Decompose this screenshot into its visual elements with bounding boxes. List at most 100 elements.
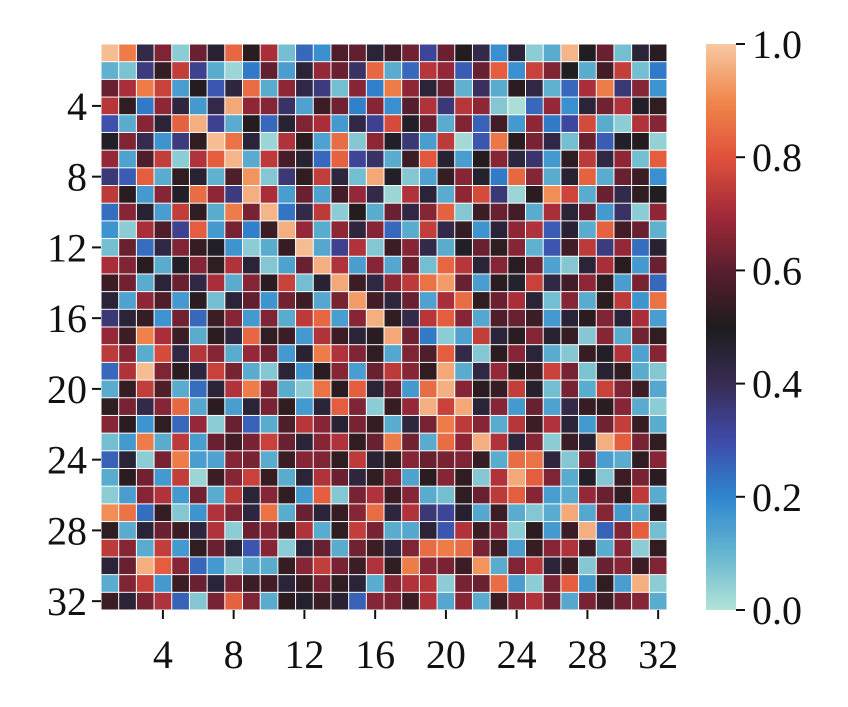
heatmap-cell-r32-c31 [632,592,649,610]
heatmap-cell-r6-c1 [101,132,119,150]
heatmap-cell-r16-c26 [543,309,561,327]
heatmap-cell-r29-c1 [101,539,119,557]
heatmap-cell-r16-c23 [490,309,508,327]
heatmap-cell-r30-c4 [154,557,172,575]
heatmap-cell-r11-c10 [260,221,278,239]
heatmap-cell-r29-c31 [632,539,649,557]
heatmap-cell-r17-c3 [136,327,154,345]
heatmap-cell-r7-c14 [331,150,349,168]
heatmap-cell-r2-c29 [596,62,614,79]
heatmap-cell-r20-c16 [366,380,384,398]
heatmap-cell-r3-c30 [614,79,632,97]
heatmap-cell-r22-c19 [419,415,437,433]
heatmap-cell-r2-c23 [490,62,508,79]
colorbar-tick-label-0.6: 0.6 [752,248,802,293]
heatmap-cell-r29-c14 [331,539,349,557]
heatmap-cell-r15-c8 [225,292,242,309]
x-axis: 4 8 12 16 20 24 28 32 [153,610,678,677]
heatmap-cell-r18-c30 [614,345,632,362]
heatmap-cell-r8-c14 [331,168,349,185]
heatmap-cell-r25-c25 [526,469,543,486]
heatmap-cell-r8-c28 [579,168,596,185]
heatmap-cell-r26-c27 [561,486,579,504]
heatmap-cell-r16-c30 [614,309,632,327]
heatmap-cell-r16-c15 [349,309,366,327]
heatmap-cell-r32-c4 [154,592,172,610]
heatmap-cell-r10-c31 [632,203,649,221]
heatmap-cell-r24-c31 [632,451,649,468]
heatmap-cell-r19-c3 [136,362,154,380]
heatmap-cell-r28-c29 [596,522,614,539]
heatmap-cell-r26-c30 [614,486,632,504]
heatmap-cell-r29-c15 [349,539,366,557]
heatmap-cell-r2-c14 [331,62,349,79]
heatmap-cell-r22-c6 [189,415,207,433]
heatmap-cell-r31-c1 [101,575,119,592]
heatmap-cell-r10-c8 [225,203,242,221]
heatmap-cell-r15-c20 [437,292,455,309]
heatmap-cell-r22-c17 [384,415,402,433]
heatmap-cell-r19-c25 [526,362,543,380]
heatmap-cell-r10-c32 [649,203,667,221]
heatmap-cell-r25-c13 [313,469,331,486]
heatmap-cell-r29-c8 [225,539,242,557]
heatmap-cell-r1-c9 [243,44,260,62]
heatmap-cell-r13-c22 [472,256,490,274]
heatmap-cell-r31-c32 [649,575,667,592]
heatmap-cell-r23-c21 [455,433,472,451]
heatmap-cell-r12-c7 [207,239,225,256]
heatmap-cell-r16-c13 [313,309,331,327]
heatmap-cell-r23-c6 [189,433,207,451]
heatmap-cell-r23-c7 [207,433,225,451]
heatmap-cell-r7-c30 [614,150,632,168]
heatmap-cell-r1-c7 [207,44,225,62]
heatmap-cell-r9-c23 [490,186,508,203]
heatmap-cell-r9-c11 [278,186,296,203]
heatmap-cell-r9-c20 [437,186,455,203]
heatmap-cell-r25-c28 [579,469,596,486]
heatmap-cell-r8-c22 [472,168,490,185]
heatmap-cell-r12-c14 [331,239,349,256]
heatmap-cell-r2-c16 [366,62,384,79]
heatmap-cell-r25-c19 [419,469,437,486]
heatmap-cell-r29-c19 [419,539,437,557]
heatmap-cell-r27-c17 [384,504,402,522]
heatmap-cell-r5-c2 [119,115,136,132]
heatmap-cell-r9-c10 [260,186,278,203]
heatmap-cell-r8-c24 [508,168,525,185]
heatmap-cell-r29-c27 [561,539,579,557]
heatmap-cell-r24-c10 [260,451,278,468]
heatmap-cell-r1-c13 [313,44,331,62]
heatmap-cell-r14-c23 [490,274,508,292]
heatmap-cell-r4-c15 [349,97,366,115]
heatmap-cell-r16-c31 [632,309,649,327]
heatmap-cell-r31-c25 [526,575,543,592]
heatmap-cell-r30-c12 [296,557,313,575]
heatmap-cell-r5-c25 [526,115,543,132]
x-tick-label-16: 16 [355,632,395,677]
heatmap-cell-r1-c12 [296,44,313,62]
heatmap-cell-r15-c25 [526,292,543,309]
heatmap-cell-r11-c9 [243,221,260,239]
heatmap-cell-r11-c29 [596,221,614,239]
heatmap-cell-r17-c6 [189,327,207,345]
heatmap-cell-r13-c20 [437,256,455,274]
heatmap-cell-r30-c32 [649,557,667,575]
heatmap-cell-r23-c27 [561,433,579,451]
heatmap-cell-r14-c12 [296,274,313,292]
heatmap-cell-r14-c28 [579,274,596,292]
heatmap-cell-r29-c3 [136,539,154,557]
heatmap-cell-r14-c22 [472,274,490,292]
heatmap-cell-r14-c7 [207,274,225,292]
heatmap-cell-r15-c6 [189,292,207,309]
heatmap-cell-r14-c2 [119,274,136,292]
heatmap-cell-r14-c21 [455,274,472,292]
colorbar-gradient [706,44,736,610]
heatmap-cell-r1-c5 [172,44,189,62]
heatmap-cell-r24-c23 [490,451,508,468]
heatmap-cell-r26-c25 [526,486,543,504]
heatmap-cell-r14-c16 [366,274,384,292]
heatmap-cell-r20-c26 [543,380,561,398]
heatmap-cell-r2-c13 [313,62,331,79]
heatmap-cell-r22-c26 [543,415,561,433]
